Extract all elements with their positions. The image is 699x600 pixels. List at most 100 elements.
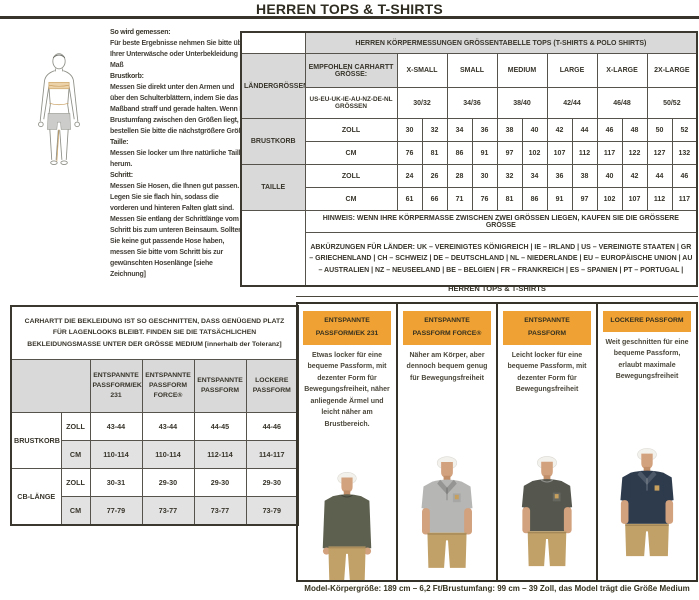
value-cell: 44 (646, 164, 673, 188)
value-cell: 73-77 (141, 496, 195, 526)
fit-description: Etwas locker für eine bequeme Passform, … (304, 351, 390, 428)
value-cell: 73-79 (245, 496, 299, 526)
value-cell: 71 (446, 187, 473, 211)
unit-cell: ZOLL (304, 118, 398, 142)
value-cell: 42 (546, 118, 573, 142)
guide-heading: Schritt: (110, 172, 133, 179)
size-header: MEDIUM (496, 53, 548, 88)
fit-name-badge: ENTSPANNTE PASSFORM/EK 231 (303, 311, 391, 345)
unit-cell: CM (60, 440, 91, 469)
table-row: CM 77-79 73-77 73-77 73-79 (11, 496, 299, 526)
value-cell: 46/48 (596, 87, 648, 119)
table-row: HINWEIS: WENN IHRE KÖRPERMASSE ZWISCHEN … (240, 210, 698, 287)
table-row: ABKÜRZUNGEN FÜR LÄNDER: UK – VEREINIGTES… (241, 232, 698, 287)
page-title: HERREN TOPS & T-SHIRTS (256, 1, 443, 17)
table-row: CM 76 81 86 91 97 102 107 112 117 122 12… (241, 141, 698, 165)
value-cell: 112 (571, 141, 598, 165)
value-cell: 34 (446, 118, 473, 142)
value-cell: 50 (646, 118, 673, 142)
value-cell: 61 (396, 187, 423, 211)
guide-section: Brustkorb: Messen Sie direkt unter den A… (110, 71, 248, 137)
value-cell: 102 (521, 141, 548, 165)
size-header: X-SMALL (396, 53, 448, 88)
value-cell: 29-30 (141, 468, 195, 497)
title-divider (0, 16, 699, 19)
size-table-title: HERREN KÖRPERMESSUNGEN GRÖSSENTABELLE TO… (304, 31, 698, 54)
value-cell: 40 (521, 118, 548, 142)
size-header: 2X-LARGE (646, 53, 698, 88)
guide-section: Taille: Messen Sie locker um Ihre natürl… (110, 137, 248, 170)
unit-cell: CM (304, 141, 398, 165)
guide-section: So wird gemessen: Für beste Ergebnisse n… (110, 27, 248, 71)
table-row: US-EU-UK-IE-AU-NZ-DE-NL GRÖSSEN 30/32 34… (241, 87, 698, 119)
empty-cell (240, 210, 306, 287)
value-cell: 48 (621, 118, 648, 142)
value-cell: 102 (596, 187, 623, 211)
measure-label-cell: BRUSTKORB (240, 118, 306, 165)
empty-cell (10, 359, 91, 413)
size-header: X-LARGE (596, 53, 648, 88)
value-cell: 91 (546, 187, 573, 211)
value-cell: 73-77 (193, 496, 247, 526)
value-cell: 42 (621, 164, 648, 188)
value-cell: 77-79 (89, 496, 143, 526)
value-cell: 117 (596, 141, 623, 165)
fit-name-badge: ENTSPANNTE PASSFORM (503, 311, 591, 345)
value-cell: 30 (471, 164, 498, 188)
value-cell: 40 (596, 164, 623, 188)
guide-section: Schritt: Messen Sie Hosen, die Ihnen gut… (110, 170, 248, 280)
value-cell: 32 (421, 118, 448, 142)
value-cell: 76 (396, 141, 423, 165)
fit-column-lockere: LOCKERE PASSFORM Weit geschnitten für ei… (598, 304, 696, 580)
value-cell: 29-30 (245, 468, 299, 497)
value-cell: 76 (471, 187, 498, 211)
fit-table-intro: CARHARTT DIE BEKLEIDUNG IST SO GESCHNITT… (10, 305, 299, 360)
measure-label-cell: TAILLE (240, 164, 306, 211)
value-cell: 36 (546, 164, 573, 188)
guide-heading: Taille: (110, 139, 129, 146)
value-cell: 46 (596, 118, 623, 142)
table-row: ENTSPANNTE PASSFORM/EK 231 ENTSPANNTE PA… (10, 359, 299, 413)
size-table: HERREN KÖRPERMESSUNGEN GRÖSSENTABELLE TO… (240, 31, 699, 287)
guide-body: Messen Sie Hosen, die Ihnen gut passen. … (110, 183, 243, 278)
table-row: BRUSTKORB ZOLL 43-44 43-44 44-45 44-46 (10, 412, 299, 469)
value-cell: 24 (396, 164, 423, 188)
size-header: LARGE (546, 53, 598, 88)
size-header: SMALL (446, 53, 498, 88)
value-cell: 38 (571, 164, 598, 188)
fit-column-header: ENTSPANNTE PASSFORM (193, 359, 247, 413)
table-row: LÄNDERGRÖSSEN EMPFOHLEN CARHARTT GRÖSSE:… (240, 53, 698, 119)
value-cell: 26 (421, 164, 448, 188)
value-cell: 44 (571, 118, 598, 142)
measuring-instructions: So wird gemessen: Für beste Ergebnisse n… (110, 27, 248, 280)
value-cell: 32 (496, 164, 523, 188)
value-cell: 110-114 (89, 440, 143, 469)
value-cell: 30/32 (396, 87, 448, 119)
value-cell: 86 (446, 141, 473, 165)
fit-name-badge: LOCKERE PASSFORM (603, 311, 691, 332)
measure-label-cell: CB-LÄNGE (10, 468, 62, 526)
value-cell: 112-114 (193, 440, 247, 469)
fit-column-header: LOCKERE PASSFORM (245, 359, 299, 413)
value-cell: 127 (646, 141, 673, 165)
table-row: CB-LÄNGE ZOLL 30-31 29-30 29-30 29-30 (10, 468, 299, 526)
fit-column-entspannte-force: ENTSPANNTE PASSFORM FORCE® Näher am Körp… (398, 304, 498, 580)
value-cell: 114-117 (245, 440, 299, 469)
guide-body: Für beste Ergebnisse nehmen Sie bitte üb… (110, 40, 248, 69)
fit-name-badge: ENTSPANNTE PASSFORM FORCE® (403, 311, 491, 345)
fit-column-header: ENTSPANNTE PASSFORM FORCE® (141, 359, 195, 413)
guide-body: Messen Sie direkt unter den Armen und üb… (110, 84, 248, 135)
table-row: TAILLE ZOLL 24 26 28 30 32 34 36 38 40 4… (240, 164, 698, 211)
value-cell: 86 (521, 187, 548, 211)
fit-column-entspannte: ENTSPANNTE PASSFORM Leicht locker für ei… (498, 304, 598, 580)
fit-column-entspannte-ek231: ENTSPANNTE PASSFORM/EK 231 Etwas locker … (298, 304, 398, 580)
measure-label-cell: BRUSTKORB (10, 412, 62, 469)
hint-cell: HINWEIS: WENN IHRE KÖRPERMASSE ZWISCHEN … (304, 210, 698, 233)
recommended-label-cell: EMPFOHLEN CARHARTT GRÖSSE: (304, 53, 398, 88)
fits-section-title: HERREN TOPS & T-SHIRTS (448, 284, 546, 293)
group-label-cell: LÄNDERGRÖSSEN (240, 53, 306, 119)
table-row: CARHARTT DIE BEKLEIDUNG IST SO GESCHNITT… (10, 305, 299, 360)
value-cell: 132 (671, 141, 698, 165)
unit-cell: CM (60, 496, 91, 526)
